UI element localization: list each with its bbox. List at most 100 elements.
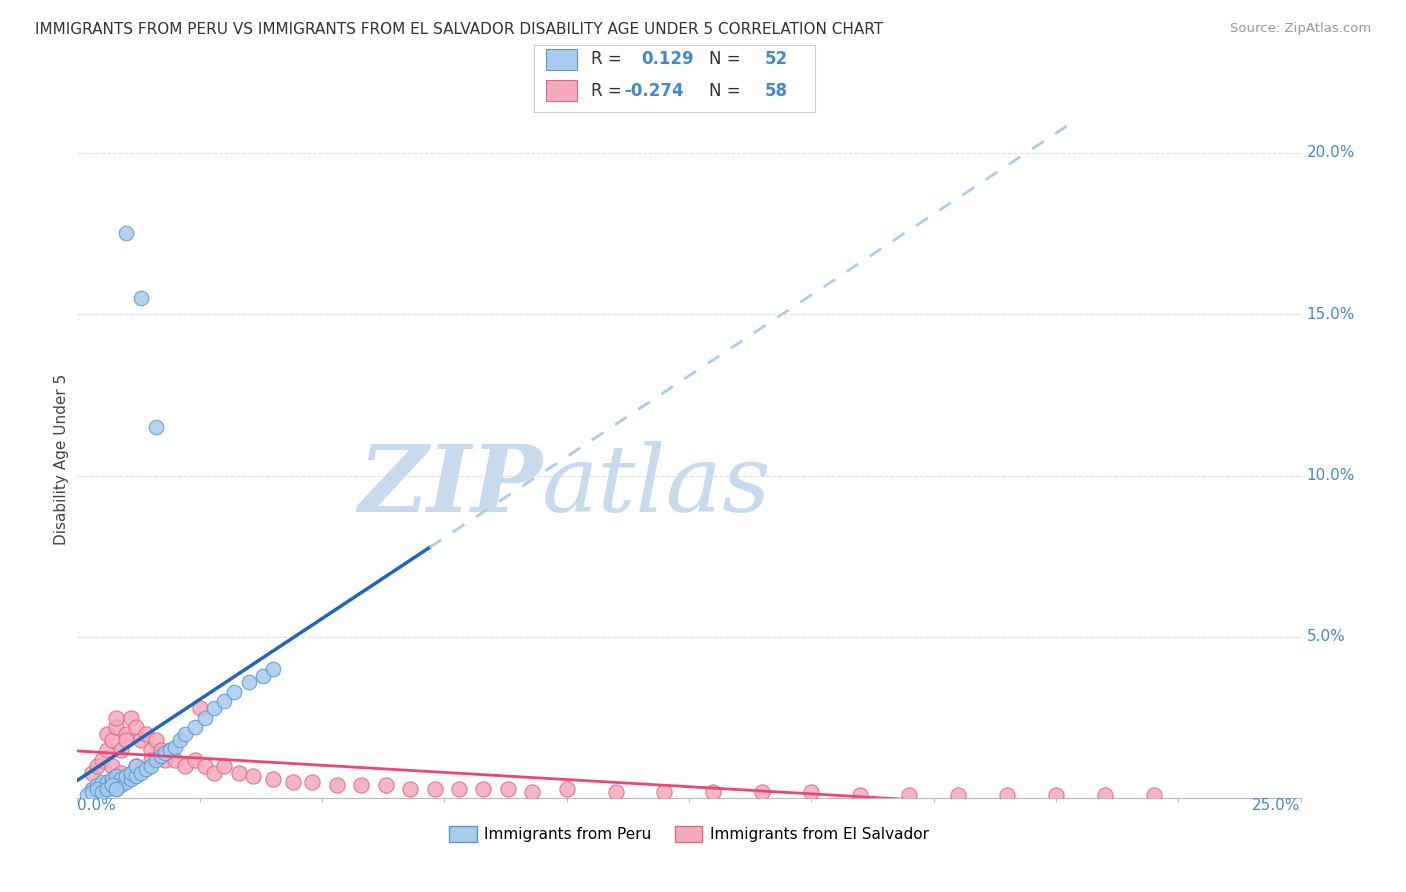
Point	[605, 785, 627, 799]
Point	[423, 781, 446, 796]
Point	[165, 753, 187, 767]
Point	[90, 779, 112, 793]
Text: 20.0%: 20.0%	[1306, 145, 1355, 161]
Point	[184, 720, 207, 734]
Point	[139, 753, 162, 767]
Point	[946, 788, 969, 802]
Point	[212, 759, 235, 773]
Point	[242, 769, 264, 783]
Point	[149, 743, 172, 757]
Point	[496, 781, 519, 796]
Point	[135, 762, 157, 776]
Point	[100, 772, 122, 786]
Point	[115, 727, 138, 741]
Point	[325, 779, 347, 793]
Point	[165, 739, 187, 754]
Point	[522, 785, 544, 799]
Point	[135, 727, 157, 741]
Point	[228, 765, 250, 780]
Text: R =: R =	[591, 50, 627, 69]
Point	[193, 711, 215, 725]
Point	[86, 785, 108, 799]
Point	[105, 711, 128, 725]
Point	[1143, 788, 1166, 802]
Text: 10.0%: 10.0%	[1306, 468, 1355, 483]
Point	[96, 727, 118, 741]
Point	[125, 759, 148, 773]
Text: R =: R =	[591, 82, 627, 100]
Point	[145, 753, 167, 767]
Point	[995, 788, 1018, 802]
Point	[399, 781, 422, 796]
Text: 25.0%: 25.0%	[1253, 798, 1301, 814]
Point	[86, 781, 108, 796]
Point	[80, 781, 103, 796]
Point	[129, 765, 152, 780]
Y-axis label: Disability Age Under 5: Disability Age Under 5	[53, 374, 69, 545]
Point	[80, 785, 103, 799]
Point	[90, 781, 112, 796]
Point	[100, 759, 122, 773]
Text: -0.274: -0.274	[624, 82, 683, 100]
Point	[702, 785, 724, 799]
Point	[105, 781, 128, 796]
Point	[262, 662, 284, 676]
Point	[202, 701, 225, 715]
Point	[281, 775, 304, 789]
Point	[184, 753, 207, 767]
Point	[96, 781, 118, 796]
Bar	[546, 49, 576, 70]
Text: IMMIGRANTS FROM PERU VS IMMIGRANTS FROM EL SALVADOR DISABILITY AGE UNDER 5 CORRE: IMMIGRANTS FROM PERU VS IMMIGRANTS FROM …	[35, 22, 883, 37]
Point	[86, 779, 108, 793]
Point	[110, 779, 132, 793]
Point	[159, 743, 181, 757]
Point	[350, 779, 373, 793]
Point	[139, 743, 162, 757]
Point	[238, 675, 260, 690]
Point	[96, 775, 118, 789]
Point	[188, 701, 211, 715]
Point	[159, 743, 181, 757]
Text: 15.0%: 15.0%	[1306, 307, 1355, 322]
Point	[100, 733, 122, 747]
Point	[90, 753, 112, 767]
Point	[105, 769, 128, 783]
Point	[129, 291, 152, 305]
Point	[86, 759, 108, 773]
Point	[139, 759, 162, 773]
Point	[472, 781, 495, 796]
Point	[110, 765, 132, 780]
Bar	[546, 80, 576, 102]
Point	[80, 785, 103, 799]
Point	[100, 779, 122, 793]
Point	[105, 720, 128, 734]
Point	[751, 785, 773, 799]
Point	[96, 743, 118, 757]
Point	[110, 772, 132, 786]
Point	[174, 759, 197, 773]
Text: Source: ZipAtlas.com: Source: ZipAtlas.com	[1230, 22, 1371, 36]
Point	[115, 733, 138, 747]
Point	[849, 788, 872, 802]
Point	[169, 733, 191, 747]
Point	[155, 746, 177, 760]
Text: N =: N =	[709, 82, 745, 100]
Point	[115, 775, 138, 789]
Point	[202, 765, 225, 780]
Point	[90, 785, 112, 799]
Point	[155, 753, 177, 767]
Point	[115, 227, 138, 241]
Point	[129, 733, 152, 747]
Point	[105, 775, 128, 789]
Point	[96, 779, 118, 793]
Point	[149, 749, 172, 764]
Point	[222, 685, 245, 699]
Point	[800, 785, 823, 799]
Point	[193, 759, 215, 773]
Point	[110, 743, 132, 757]
Point	[555, 781, 578, 796]
Point	[301, 775, 323, 789]
Point	[125, 759, 148, 773]
Legend: Immigrants from Peru, Immigrants from El Salvador: Immigrants from Peru, Immigrants from El…	[443, 820, 935, 848]
Point	[115, 769, 138, 783]
